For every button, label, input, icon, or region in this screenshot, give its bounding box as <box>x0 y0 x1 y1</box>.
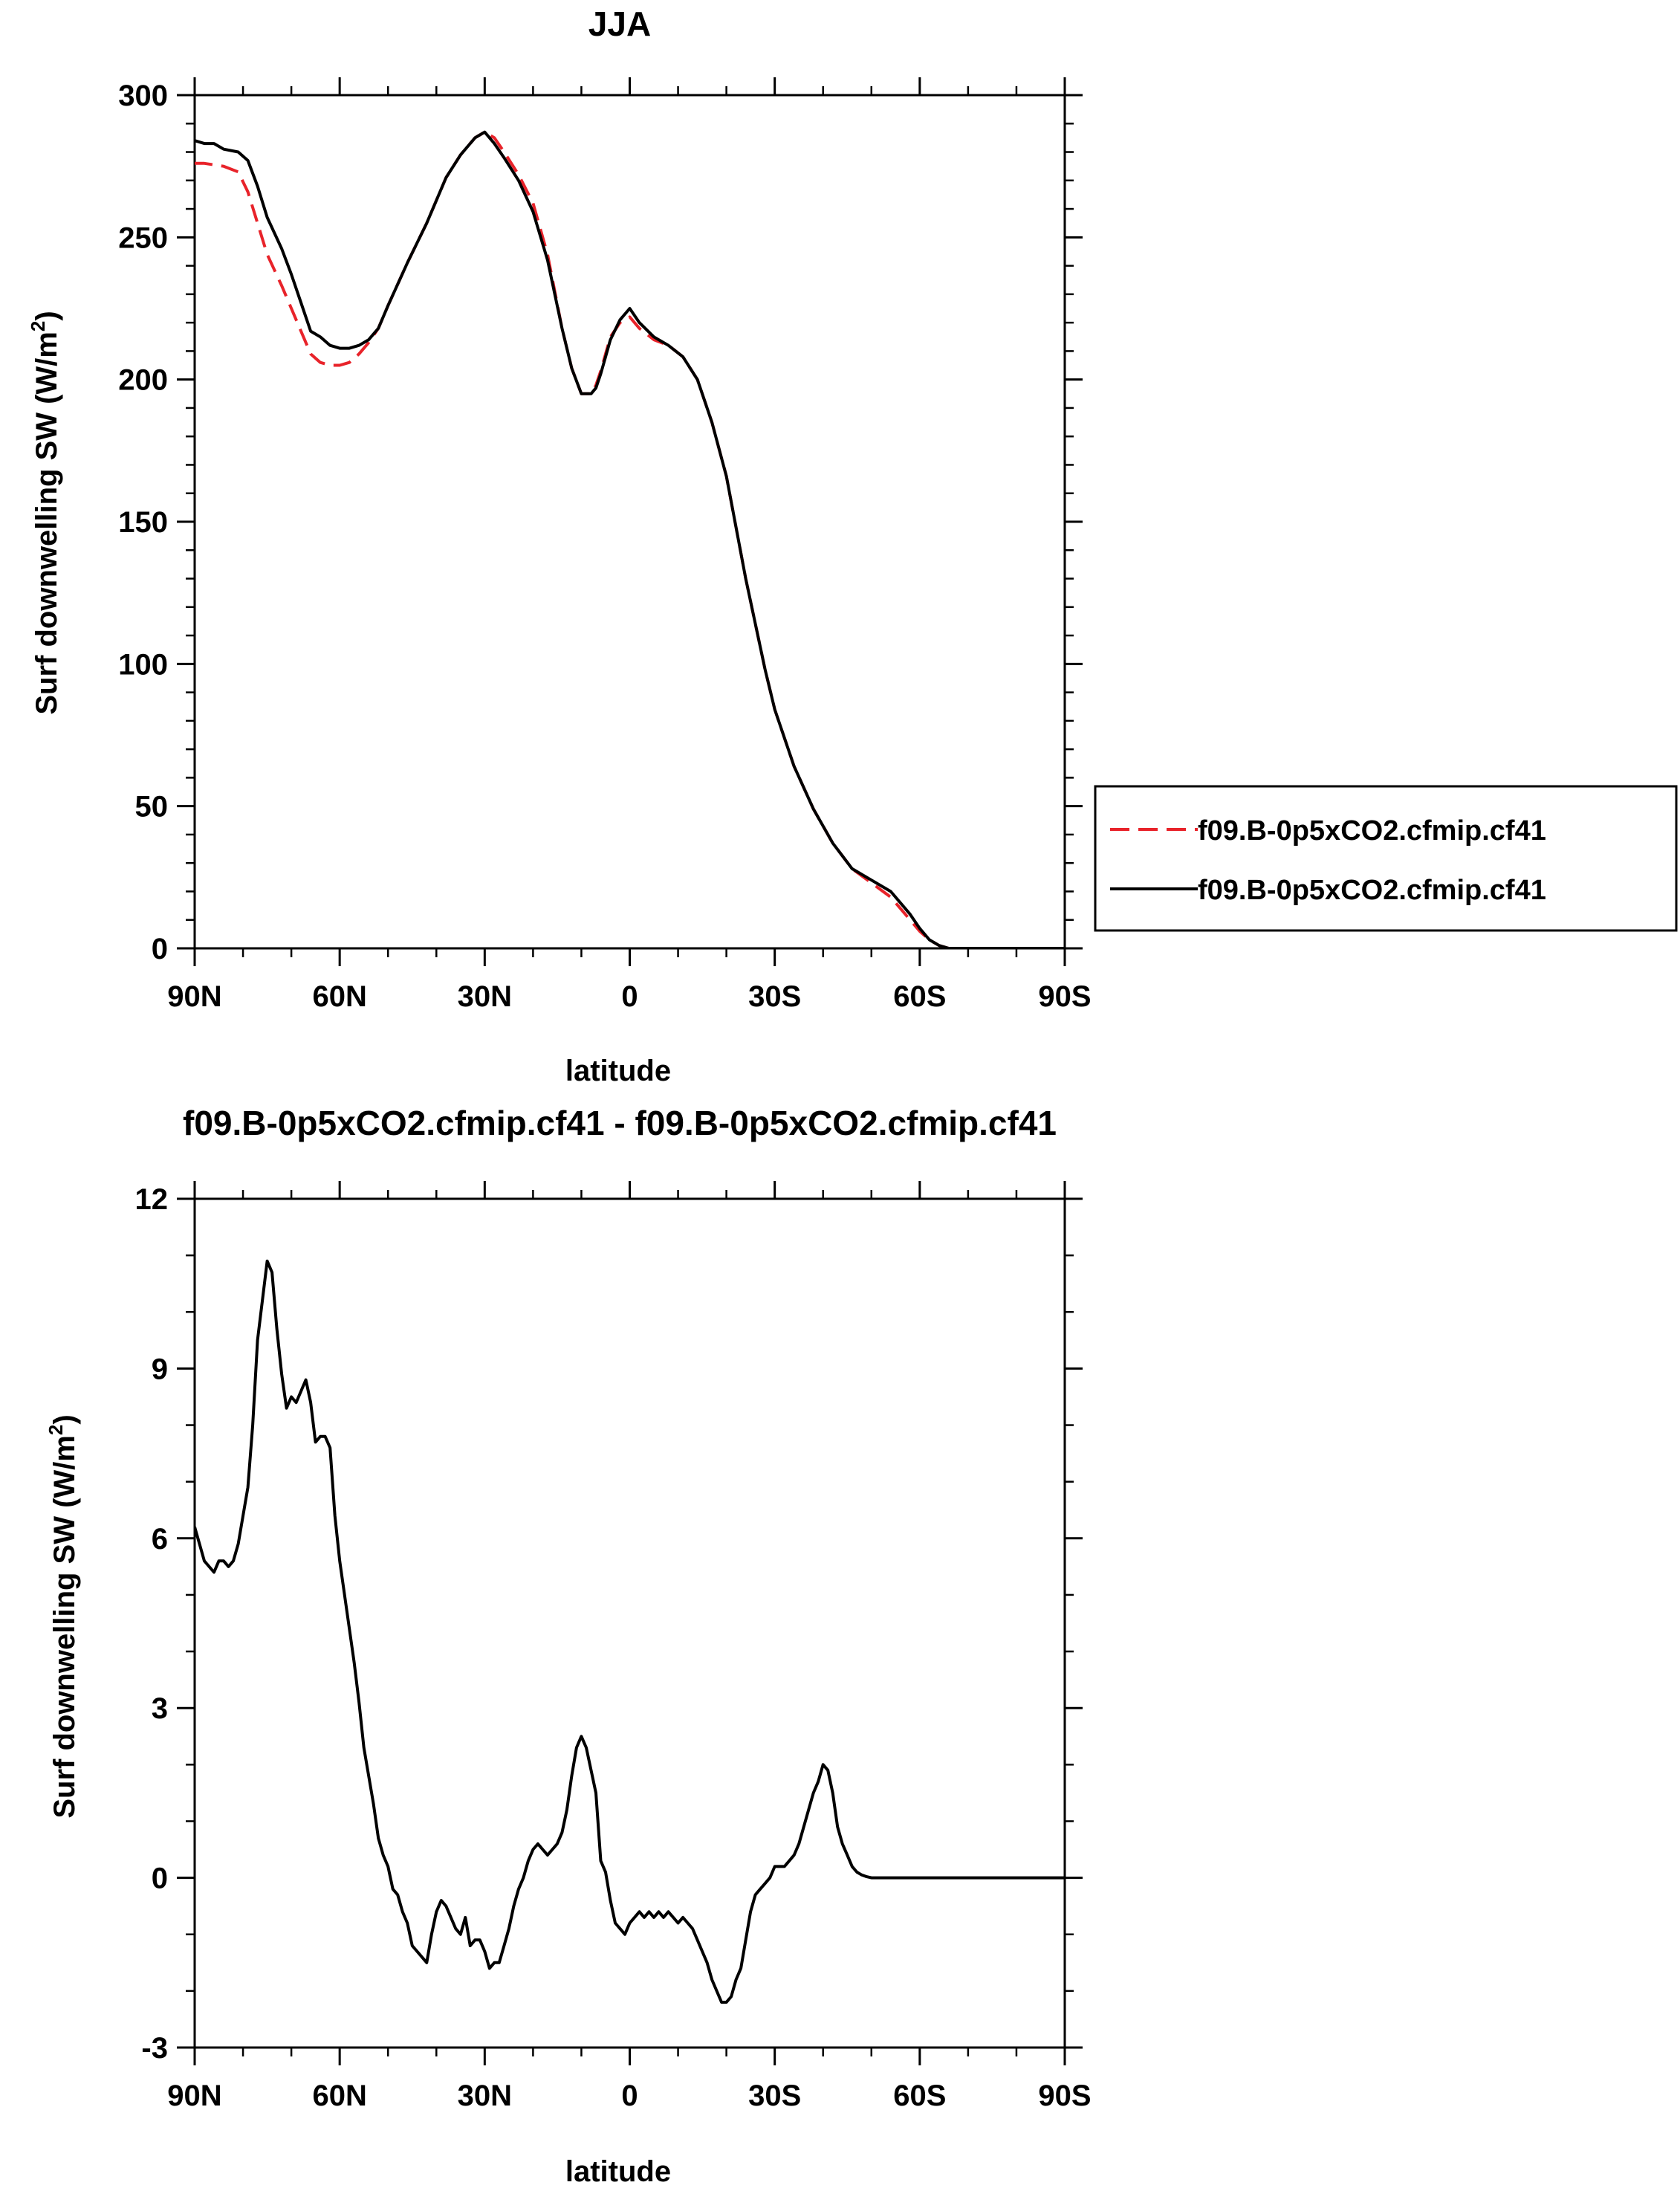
top-y-tick-label: 50 <box>135 791 169 823</box>
top-x-tick-label: 60N <box>312 980 366 1013</box>
top-y-tick-label: 150 <box>118 506 168 539</box>
top-x-tick-label: 60S <box>893 980 946 1013</box>
top-y-tick-label: 300 <box>118 80 168 112</box>
bottom-y-axis-label-main: Surf downwelling SW (W/m <box>48 1435 81 1819</box>
top-x-tick-label: 30N <box>458 980 512 1013</box>
top-x-axis-label: latitude <box>565 1055 671 1087</box>
top-chart-title: JJA <box>588 4 651 43</box>
top-plot-frame <box>193 94 1066 950</box>
bottom-y-tick-label: -3 <box>141 2032 168 2065</box>
bottom-x-tick-label: 30S <box>748 2079 801 2112</box>
top-x-tick-label: 30S <box>748 980 801 1013</box>
bottom-y-axis-label-end: ) <box>48 1414 81 1424</box>
bottom-series-group <box>195 1259 1065 2004</box>
top-y-tick-label: 250 <box>118 221 168 254</box>
legend-entry-1: f09.B-0p5xCO2.cfmip.cf41 <box>1198 875 1546 906</box>
legend: f09.B-0p5xCO2.cfmip.cf41 f09.B-0p5xCO2.c… <box>1094 785 1678 932</box>
bottom-plot-frame <box>193 1197 1066 2049</box>
bottom-y-tick-label: 9 <box>152 1353 168 1385</box>
top-y-tick-label: 100 <box>118 648 168 681</box>
top-series-line-0 <box>195 130 1065 948</box>
bottom-x-axis-label: latitude <box>565 2155 671 2188</box>
bottom-panel: f09.B-0p5xCO2.cfmip.cf41 - f09.B-0p5xCO2… <box>45 1104 1092 2188</box>
top-x-tick-label: 0 <box>621 980 638 1013</box>
top-series-line-1 <box>195 130 1065 948</box>
legend-entry-0: f09.B-0p5xCO2.cfmip.cf41 <box>1198 815 1546 847</box>
bottom-y-tick-label: 3 <box>152 1692 168 1725</box>
top-x-tick-label: 90S <box>1038 980 1091 1013</box>
bottom-y-tick-label: 6 <box>152 1523 168 1556</box>
top-y-axis-label-sup: 2 <box>27 321 49 331</box>
top-y-tick-label: 200 <box>118 364 168 397</box>
top-y-tick-label: 0 <box>152 933 168 965</box>
bottom-y-axis-label: Surf downwelling SW (W/m2) <box>45 1414 81 1818</box>
bottom-series-line-0 <box>195 1259 1065 2004</box>
top-y-axis-label-end: ) <box>30 311 63 320</box>
bottom-chart-title: f09.B-0p5xCO2.cfmip.cf41 - f09.B-0p5xCO2… <box>183 1104 1057 1142</box>
bottom-y-tick-label: 12 <box>135 1183 169 1216</box>
top-panel: JJA 0 50 100 150 200 250 300 90N 60N 30N 0 30S 60S 90… <box>27 4 1678 1087</box>
top-plot-area: 0 50 100 150 200 250 300 90N 60N 30N 0 30S 60S 90S <box>118 77 1092 1013</box>
top-y-axis-label-main: Surf downwelling SW (W/m <box>30 331 63 715</box>
bottom-plot-area: -3 0 3 6 9 12 90N 60N 30N 0 30S 60S 90S <box>135 1181 1092 2112</box>
bottom-x-tick-label: 0 <box>621 2079 638 2112</box>
bottom-x-tick-label: 90N <box>167 2079 221 2112</box>
legend-box <box>1094 785 1678 932</box>
bottom-y-tick-label: 0 <box>152 1862 168 1895</box>
bottom-x-tick-label: 60N <box>312 2079 366 2112</box>
top-x-tick-label: 90N <box>167 980 221 1013</box>
bottom-x-tick-label: 90S <box>1038 2079 1091 2112</box>
bottom-y-axis-label-sup: 2 <box>45 1425 67 1435</box>
bottom-x-tick-label: 30N <box>458 2079 512 2112</box>
bottom-x-tick-label: 60S <box>893 2079 946 2112</box>
top-series-group <box>195 130 1065 948</box>
top-y-axis-label: Surf downwelling SW (W/m2) <box>27 311 63 714</box>
